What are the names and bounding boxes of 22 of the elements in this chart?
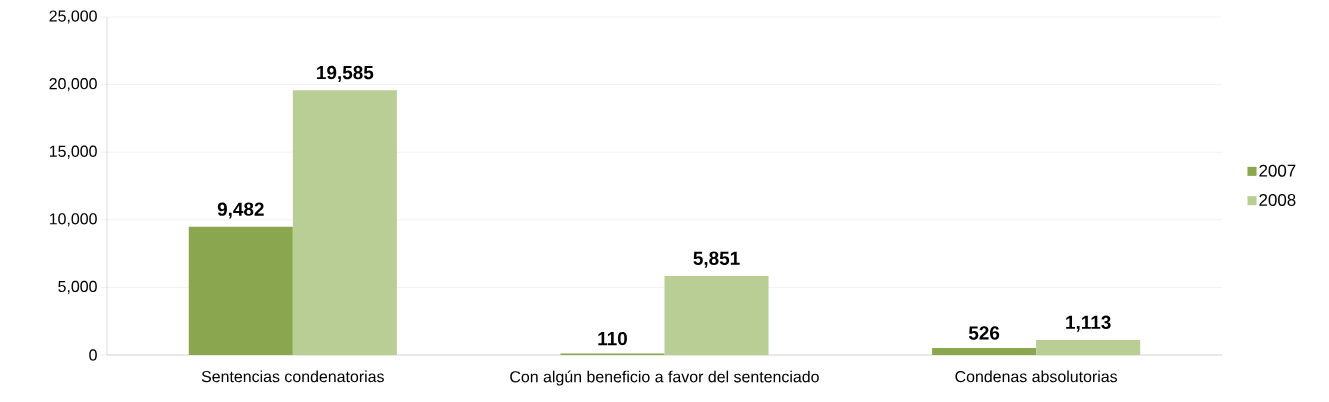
y-tick-label: 10,000 [49, 213, 97, 227]
y-tick-label: 0 [89, 349, 97, 361]
bar [292, 90, 397, 355]
bar [188, 226, 293, 355]
y-tick-label: 20,000 [49, 78, 97, 92]
data-label: 19,585 [317, 65, 374, 82]
y-tick-label: 25,000 [49, 10, 97, 24]
y-tick-label: 5,000 [58, 280, 97, 294]
data-label: 110 [598, 331, 627, 346]
x-tick-label: Sentencias condenatorias [201, 370, 384, 383]
data-label: 526 [968, 326, 1000, 340]
data-label: 1,113 [1066, 315, 1111, 332]
x-tick-label: Con algún beneficio a favor del sentenciado [510, 370, 819, 386]
bar [664, 275, 769, 355]
y-tick-label: 15,000 [49, 145, 97, 159]
bar [1036, 339, 1141, 355]
legend-label: 2007 [1259, 164, 1296, 177]
legend-label: 2008 [1259, 193, 1296, 206]
data-label: 5,851 [693, 251, 740, 268]
x-tick-label: Condenas absolutorias [955, 370, 1118, 383]
data-label: 9,482 [217, 202, 264, 219]
bar [932, 347, 1037, 355]
